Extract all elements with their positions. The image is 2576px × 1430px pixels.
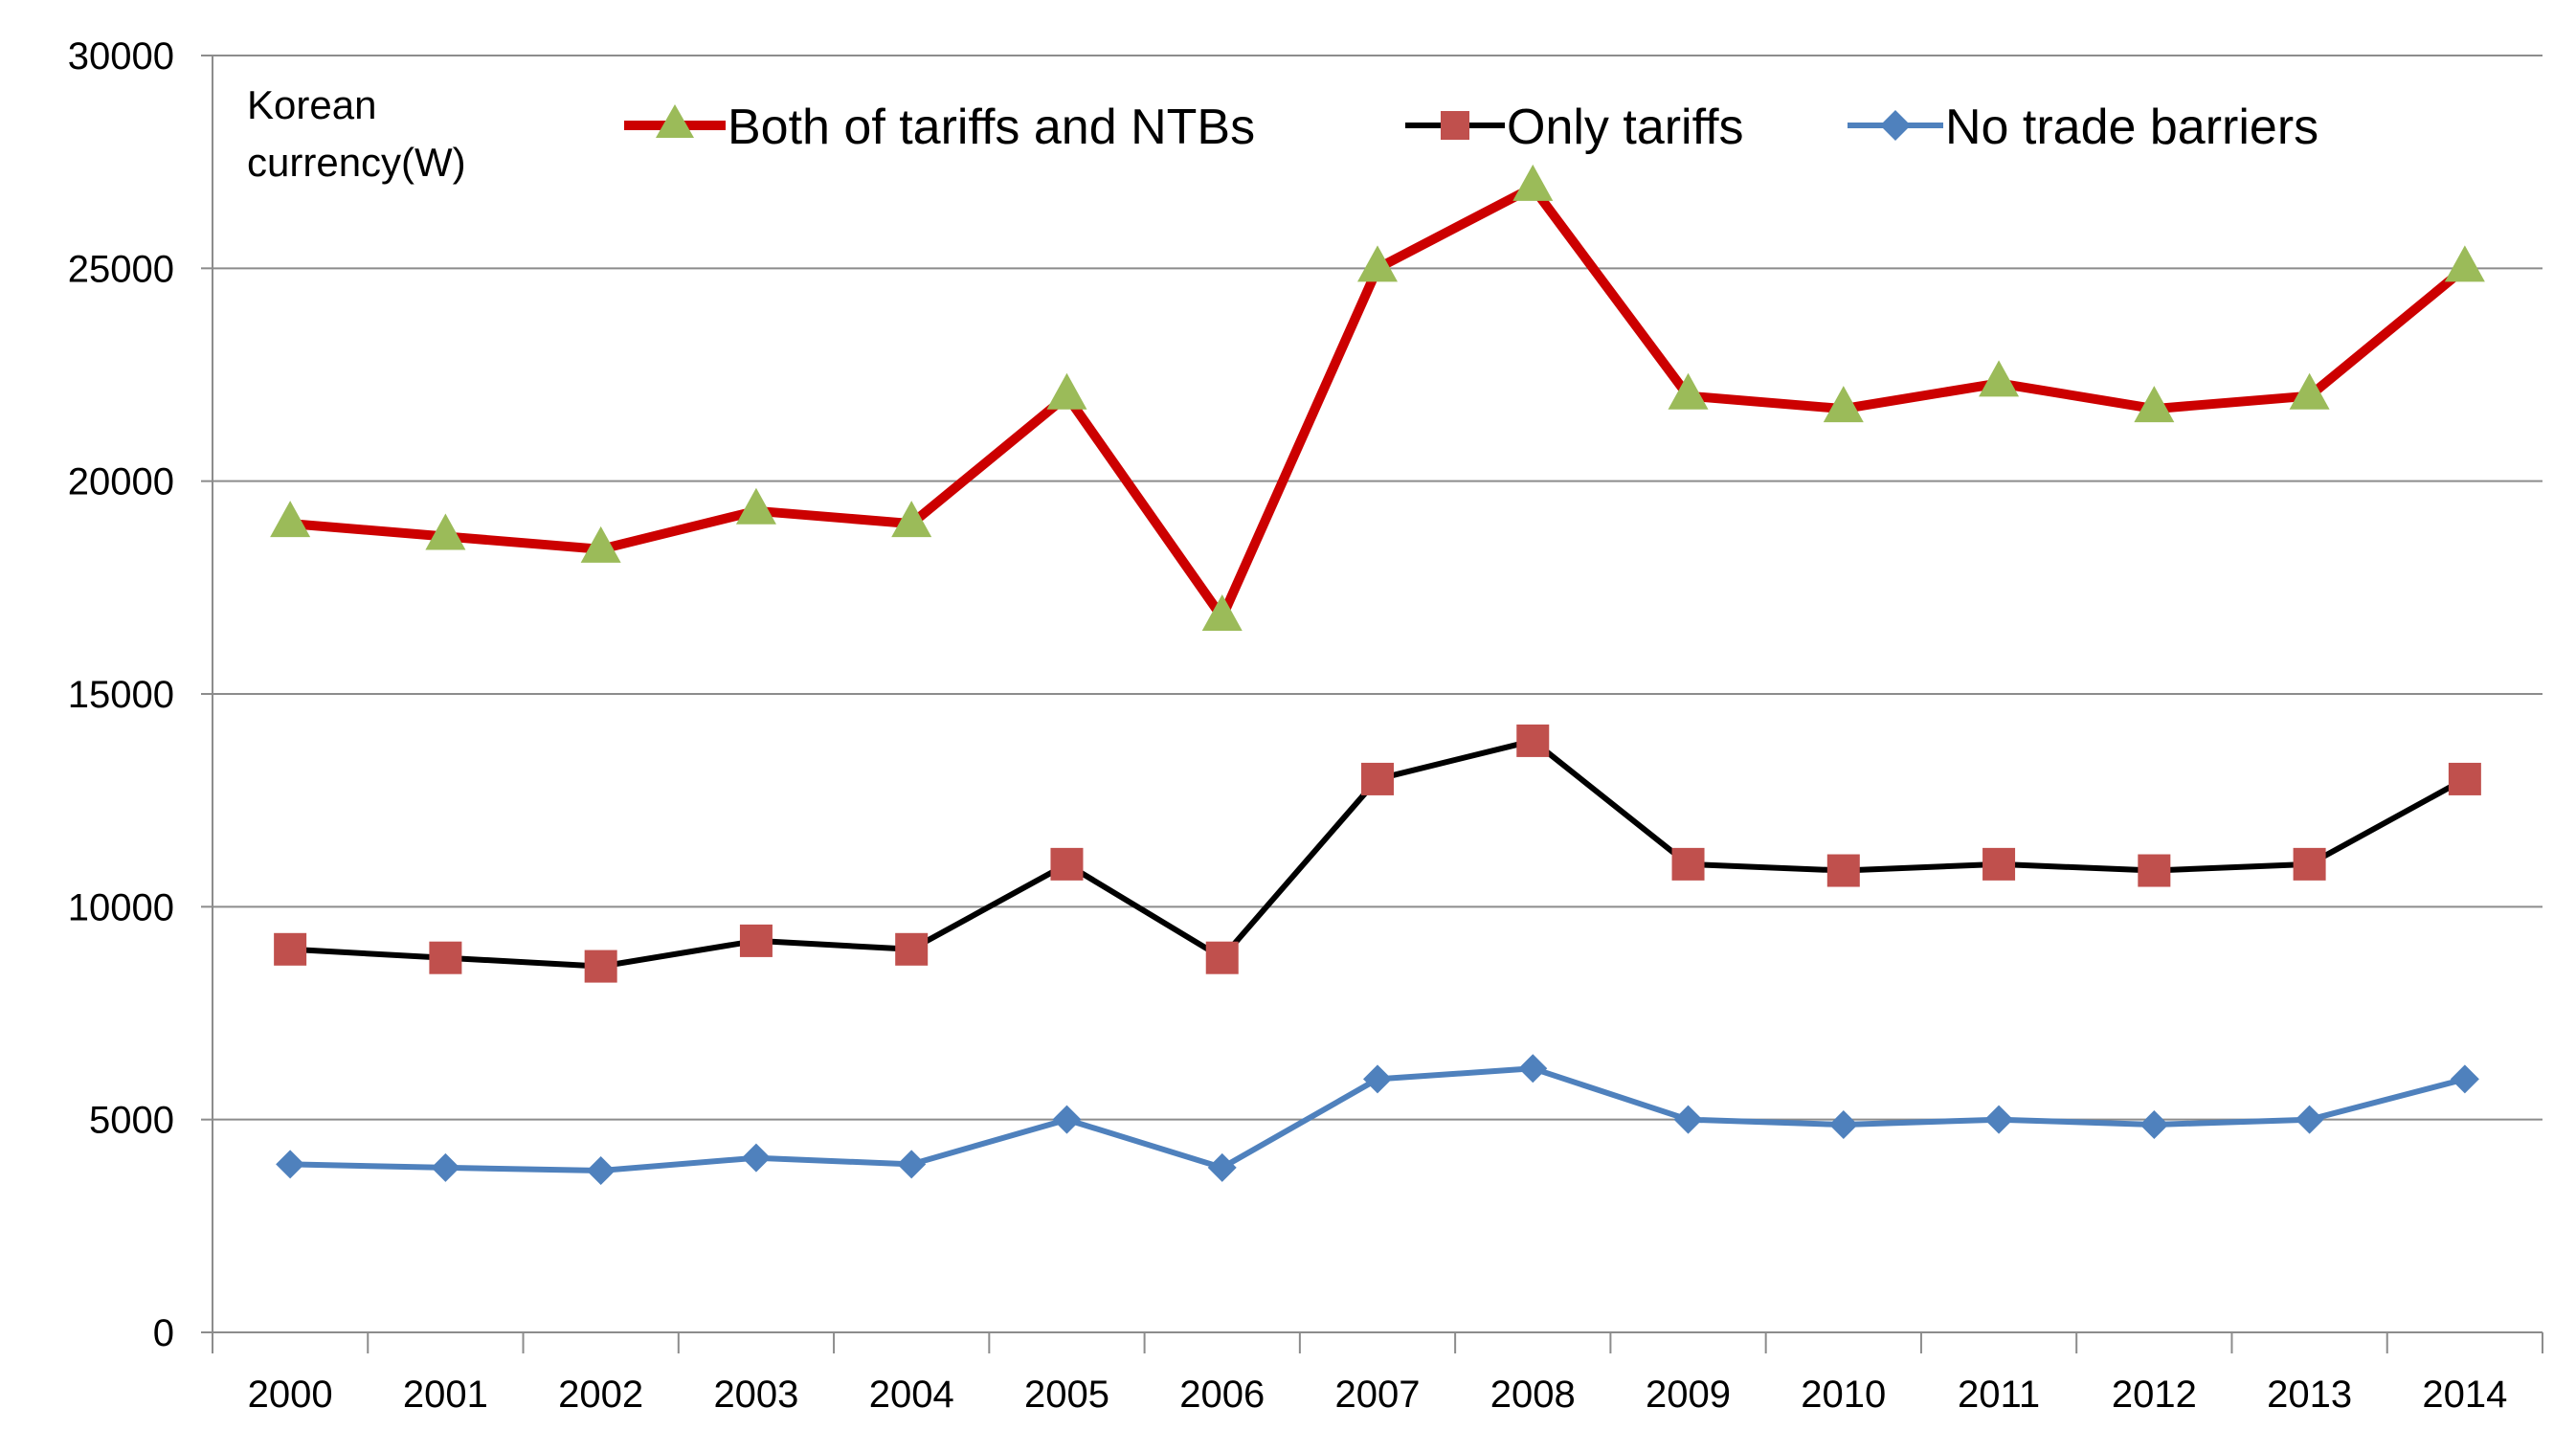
square-marker-icon <box>1441 111 1469 140</box>
y-unit-label-line-1: Korean <box>247 82 376 127</box>
data-point-square <box>1826 854 1860 887</box>
data-point-diamond <box>1828 1110 1858 1140</box>
y-unit-label-line-2: currency(W) <box>247 140 466 185</box>
data-point-triangle <box>1979 360 2020 397</box>
data-point-triangle <box>1512 164 1554 201</box>
data-point-triangle <box>580 525 621 563</box>
diamond-marker-icon <box>1880 110 1911 141</box>
data-point-diamond <box>2295 1105 2324 1134</box>
x-tick-label: 2004 <box>869 1374 954 1416</box>
data-point-triangle <box>2134 386 2175 423</box>
y-tick-label: 10000 <box>68 886 174 928</box>
y-unit-label: Korean currency(W) <box>247 82 466 185</box>
data-point-triangle <box>2289 372 2330 410</box>
data-point-triangle <box>735 487 776 525</box>
data-point-diamond <box>1673 1105 1703 1134</box>
data-point-diamond <box>741 1143 771 1173</box>
x-tick-label: 2009 <box>1646 1374 1731 1416</box>
x-tick-label: 2006 <box>1179 1374 1265 1416</box>
data-point-square <box>1671 847 1705 881</box>
data-point-square <box>2293 847 2326 881</box>
data-point-square <box>1050 847 1084 881</box>
data-point-diamond <box>1052 1105 1082 1134</box>
x-tick-label: 2002 <box>558 1374 643 1416</box>
x-tick-label: 2001 <box>403 1374 488 1416</box>
y-tick-label: 0 <box>153 1312 174 1354</box>
x-tick-label: 2011 <box>1958 1374 2040 1416</box>
legend-label: Only tariffs <box>1507 100 1744 155</box>
x-tick-label: 2008 <box>1490 1374 1576 1416</box>
legend-item-both-tariffs-ntbs: Both of tariffs and NTBs <box>624 100 1255 155</box>
y-tick-label: 15000 <box>68 674 174 716</box>
x-tick-label: 2003 <box>713 1374 798 1416</box>
triangle-marker-icon <box>656 104 694 138</box>
data-point-square <box>274 932 307 966</box>
data-point-square <box>1205 941 1239 974</box>
y-tick-label: 30000 <box>68 35 174 78</box>
data-point-diamond <box>431 1152 460 1182</box>
data-point-diamond <box>2139 1110 2169 1140</box>
gridlines <box>213 55 2542 1121</box>
data-point-diamond <box>1363 1064 1392 1094</box>
axes: 0 5000 10000 15000 20000 25000 30000 2000 2001 20… <box>68 35 2543 1416</box>
legend-label: No trade barriers <box>1945 100 2318 155</box>
x-tick-label: 2012 <box>2112 1374 2197 1416</box>
data-point-triangle <box>2444 245 2485 282</box>
data-point-diamond <box>1984 1105 2014 1134</box>
x-tick-label: 2007 <box>1335 1374 1421 1416</box>
data-point-square <box>1516 724 1550 757</box>
data-point-square <box>584 950 617 983</box>
data-point-diamond <box>276 1150 305 1179</box>
y-tick-label: 25000 <box>68 248 174 290</box>
x-tick-label: 2013 <box>2267 1374 2352 1416</box>
data-point-triangle <box>270 501 311 538</box>
series-lines <box>285 182 2470 1173</box>
data-point-square <box>1982 847 2016 881</box>
data-point-diamond <box>1518 1054 1548 1084</box>
data-point-diamond <box>2450 1064 2479 1094</box>
x-tick-label: 2014 <box>2422 1374 2507 1416</box>
legend: Both of tariffs and NTBs Only tariffs No… <box>624 100 2318 155</box>
data-point-triangle <box>1668 372 1709 410</box>
data-point-diamond <box>897 1150 927 1179</box>
legend-item-only-tariffs: Only tariffs <box>1405 100 1744 155</box>
data-point-square <box>895 932 929 966</box>
data-point-square <box>2138 854 2171 887</box>
legend-label: Both of tariffs and NTBs <box>728 100 1255 155</box>
y-tick-label: 5000 <box>89 1100 174 1142</box>
data-point-triangle <box>1046 372 1087 410</box>
data-point-diamond <box>586 1156 616 1186</box>
data-point-triangle <box>1357 245 1398 282</box>
data-point-square <box>429 941 462 974</box>
data-point-square <box>1361 762 1394 795</box>
data-point-triangle <box>1201 593 1243 631</box>
data-point-square <box>2448 762 2481 795</box>
x-tick-label: 2010 <box>1801 1374 1886 1416</box>
data-point-triangle <box>891 501 932 538</box>
data-point-diamond <box>1207 1152 1237 1182</box>
series-markers <box>270 164 2485 1186</box>
x-tick-label: 2000 <box>248 1374 333 1416</box>
x-tick-label: 2005 <box>1024 1374 1109 1416</box>
y-tick-label: 20000 <box>68 461 174 503</box>
data-point-triangle <box>1823 386 1864 423</box>
data-point-triangle <box>425 513 466 550</box>
legend-item-no-trade-barriers: No trade barriers <box>1848 100 2318 155</box>
data-point-square <box>739 924 773 957</box>
